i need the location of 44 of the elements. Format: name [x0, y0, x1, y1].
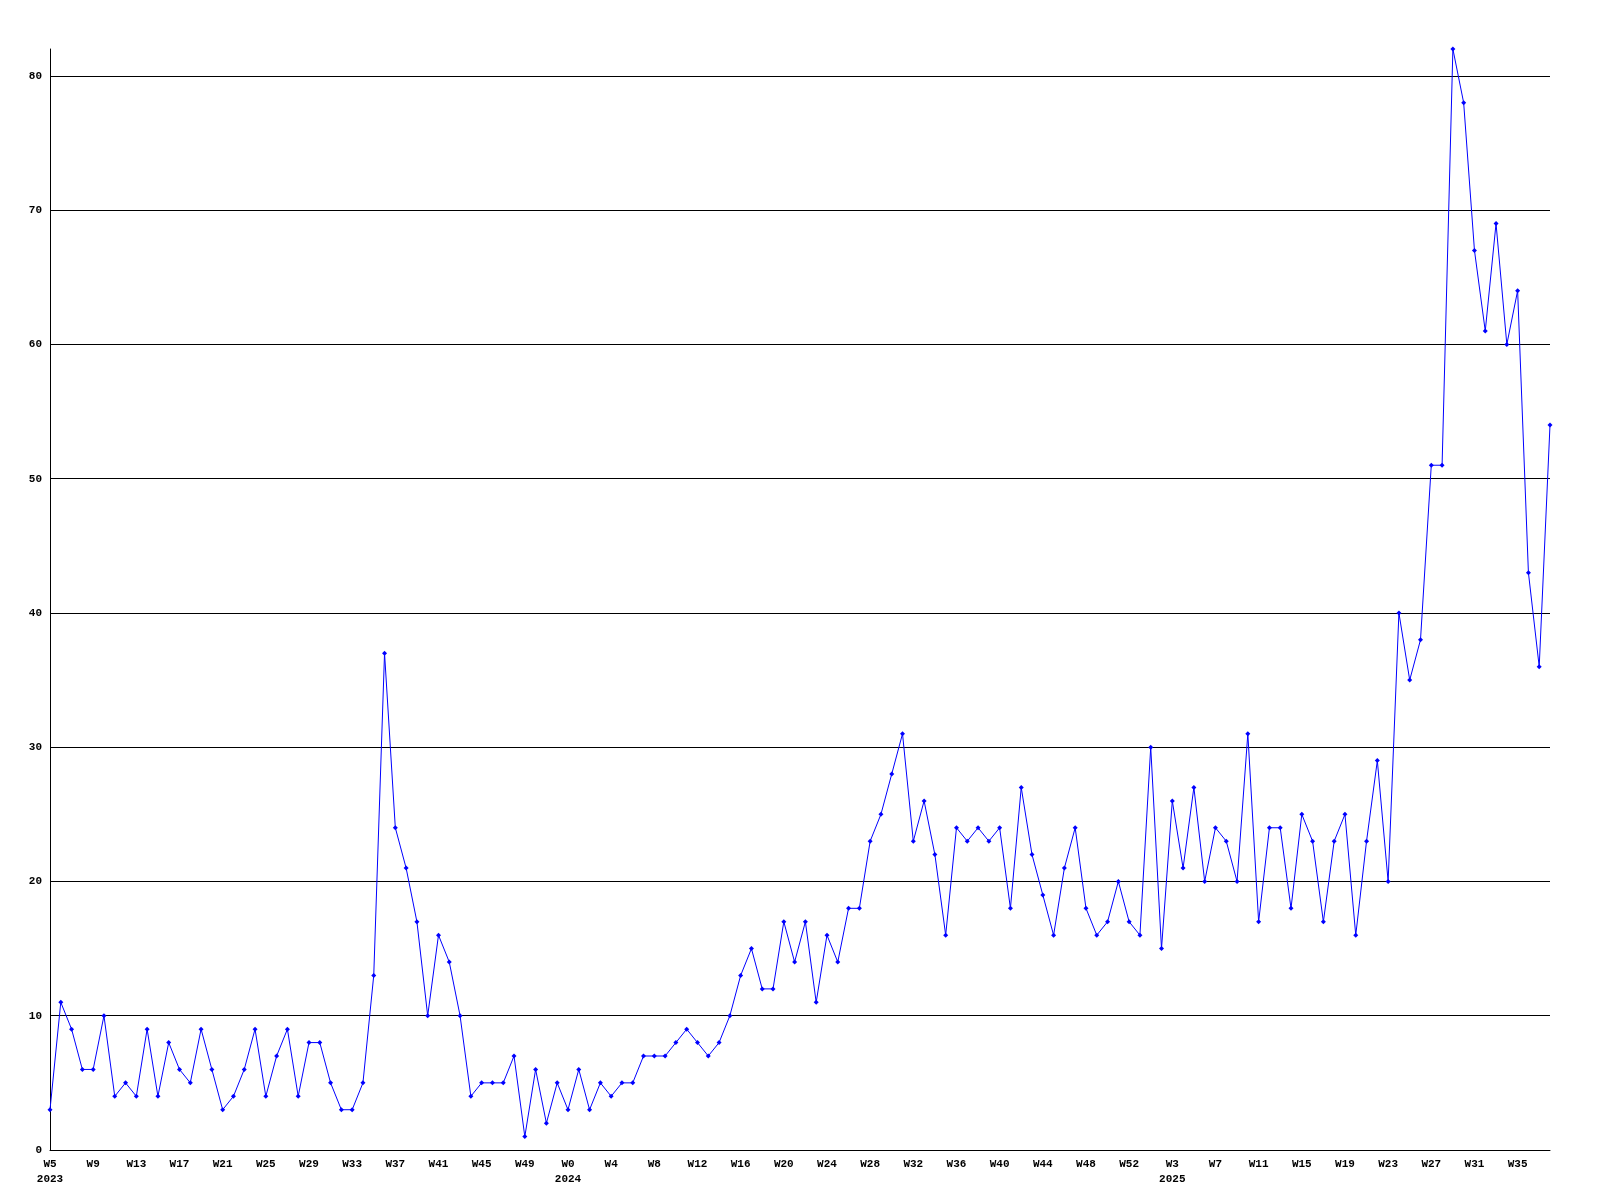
x-tick-label: W35 — [1507, 1157, 1528, 1170]
y-tick-label: 50 — [28, 472, 42, 485]
x-tick-label: W32 — [903, 1157, 924, 1170]
x-tick-label: W28 — [860, 1157, 881, 1170]
x-tick-label: W8 — [647, 1157, 662, 1170]
x-tick-label: W5 2023 — [36, 1157, 64, 1185]
x-tick-label: W12 — [687, 1157, 708, 1170]
x-tick-label: W29 — [299, 1157, 319, 1170]
x-tick-label: W21 — [212, 1157, 233, 1170]
x-tick-label: W17 — [169, 1157, 190, 1170]
y-tick-label: 10 — [28, 1009, 42, 1022]
x-tick-label: W13 — [126, 1157, 147, 1170]
y-tick-label: 0 — [35, 1144, 42, 1156]
x-tick-label: W25 — [255, 1157, 277, 1170]
x-tick-label: W27 — [1421, 1157, 1442, 1170]
x-tick-label: W52 — [1119, 1157, 1140, 1170]
x-tick-label: W16 — [730, 1157, 751, 1170]
x-tick-label: W40 — [989, 1157, 1010, 1170]
x-tick-label: W36 — [946, 1157, 967, 1170]
x-tick-label: W24 — [817, 1157, 838, 1170]
x-tick-label: W9 — [86, 1157, 100, 1170]
x-tick-label: W15 — [1291, 1157, 1313, 1170]
y-tick-label: 20 — [28, 875, 42, 888]
y-tick-label: 30 — [28, 741, 42, 754]
x-tick-label: W0 2024 — [554, 1157, 582, 1185]
x-tick-label: W3 2025 — [1159, 1157, 1186, 1185]
y-tick-label: 40 — [28, 606, 42, 619]
x-tick-label: W41 — [428, 1157, 449, 1170]
x-tick-label: W31 — [1464, 1157, 1485, 1170]
x-tick-label: W44 — [1032, 1157, 1054, 1170]
x-tick-label: W19 — [1335, 1157, 1355, 1170]
x-tick-label: W7 — [1208, 1157, 1223, 1170]
y-tick-label: 70 — [28, 204, 42, 217]
y-tick-label: 80 — [28, 69, 42, 82]
x-tick-label: W37 — [385, 1157, 406, 1170]
y-tick-label: 60 — [28, 338, 42, 351]
x-tick-label: W45 — [471, 1157, 492, 1170]
x-tick-label: W33 — [342, 1157, 363, 1170]
x-tick-label: W23 — [1378, 1157, 1399, 1170]
x-tick-label: W48 — [1076, 1157, 1097, 1170]
x-tick-label: W49 — [514, 1157, 535, 1170]
x-tick-label: W4 — [604, 1157, 619, 1170]
x-tick-label: W20 — [773, 1157, 794, 1170]
x-tick-label: W11 — [1248, 1157, 1269, 1170]
